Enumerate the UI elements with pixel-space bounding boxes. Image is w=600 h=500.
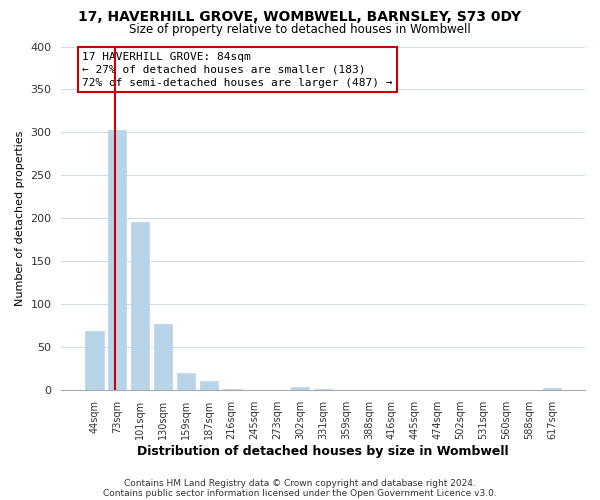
Bar [85,332,104,390]
Text: 17 HAVERHILL GROVE: 84sqm
← 27% of detached houses are smaller (183)
72% of semi: 17 HAVERHILL GROVE: 84sqm ← 27% of detac… [82,52,393,88]
Bar [177,372,195,390]
Text: 17, HAVERHILL GROVE, WOMBWELL, BARNSLEY, S73 0DY: 17, HAVERHILL GROVE, WOMBWELL, BARNSLEY,… [79,10,521,24]
Bar [200,382,218,390]
Bar [131,222,149,390]
Text: Size of property relative to detached houses in Wombwell: Size of property relative to detached ho… [129,22,471,36]
Bar [154,324,172,390]
Text: Contains public sector information licensed under the Open Government Licence v3: Contains public sector information licen… [103,488,497,498]
Bar [223,389,241,390]
X-axis label: Distribution of detached houses by size in Wombwell: Distribution of detached houses by size … [137,444,509,458]
Bar [291,388,310,390]
Bar [314,389,332,390]
Bar [108,130,127,390]
Y-axis label: Number of detached properties: Number of detached properties [15,130,25,306]
Text: Contains HM Land Registry data © Crown copyright and database right 2024.: Contains HM Land Registry data © Crown c… [124,478,476,488]
Bar [543,388,561,390]
